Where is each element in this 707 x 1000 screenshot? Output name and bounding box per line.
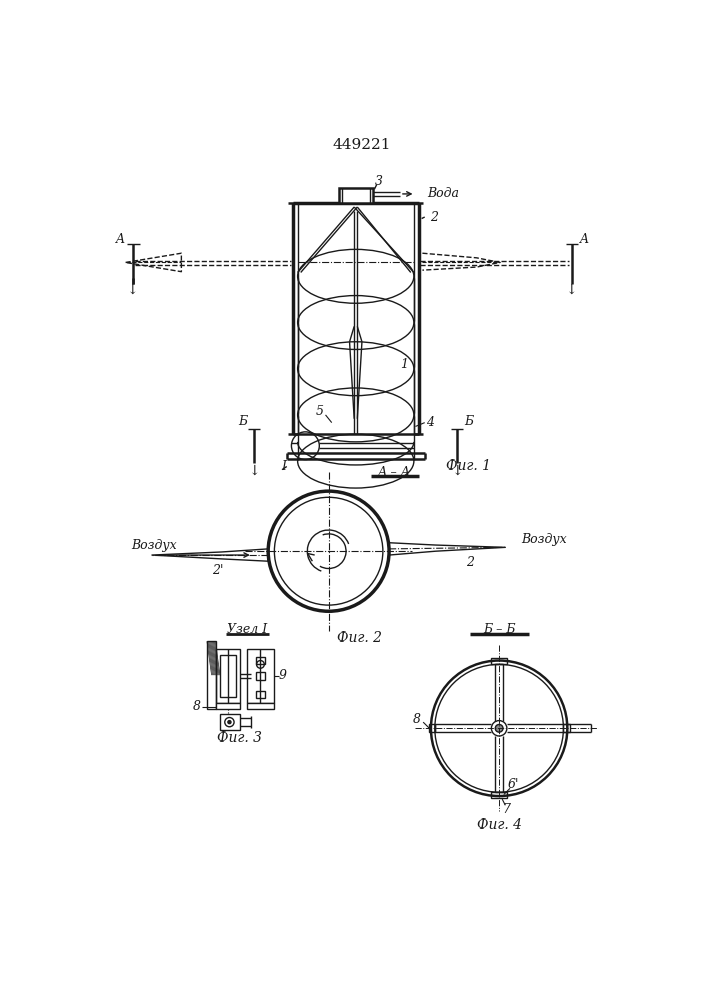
Polygon shape [152,549,268,561]
Text: 2: 2 [467,556,474,569]
Bar [216,649,240,703]
Text: Фиг. 4: Фиг. 4 [477,818,522,832]
Polygon shape [349,326,362,419]
Text: ↓: ↓ [248,463,260,477]
Text: Б: Б [238,415,247,428]
Circle shape [228,721,231,724]
Text: Б: Б [464,415,474,428]
Text: 2': 2' [212,564,223,577]
Text: 4: 4 [426,416,434,429]
Text: ↓: ↓ [126,283,138,297]
Text: Воздух: Воздух [521,533,566,546]
Text: 7: 7 [503,803,511,816]
Text: Б – Б: Б – Б [483,623,515,636]
Text: A: A [580,233,589,246]
Bar [220,714,240,730]
Text: Фиг. 3: Фиг. 3 [217,731,262,745]
Text: 9: 9 [278,669,286,682]
Bar [216,703,240,709]
Text: Фиг. 1: Фиг. 1 [445,460,491,474]
Text: ↓: ↓ [452,463,463,477]
Text: 2: 2 [430,211,438,224]
Bar [247,649,274,703]
Text: Фиг. 2: Фиг. 2 [337,631,382,645]
Text: 8: 8 [413,713,421,726]
Text: 449221: 449221 [333,138,391,152]
Bar [207,641,216,709]
Text: 8: 8 [193,700,201,713]
Polygon shape [389,543,506,555]
Bar [491,792,507,798]
Bar [339,188,373,203]
Text: А – А: А – А [378,466,411,479]
Text: Воздух: Воздух [131,539,177,552]
Circle shape [495,724,503,732]
Text: 5: 5 [316,405,324,418]
Bar [428,724,435,732]
Bar [256,691,265,698]
Text: 1: 1 [401,358,409,371]
Text: 3: 3 [375,175,383,188]
Text: ↓: ↓ [565,283,576,297]
Bar [247,703,274,709]
Text: I: I [281,460,286,473]
Bar [491,658,507,664]
Text: Вода: Вода [427,187,459,200]
Text: A: A [117,233,125,246]
Bar [256,672,265,680]
Bar [220,655,235,697]
Bar [256,657,265,664]
Text: Узел I: Узел I [227,623,267,636]
Bar [563,724,570,732]
Text: 6': 6' [508,778,519,791]
